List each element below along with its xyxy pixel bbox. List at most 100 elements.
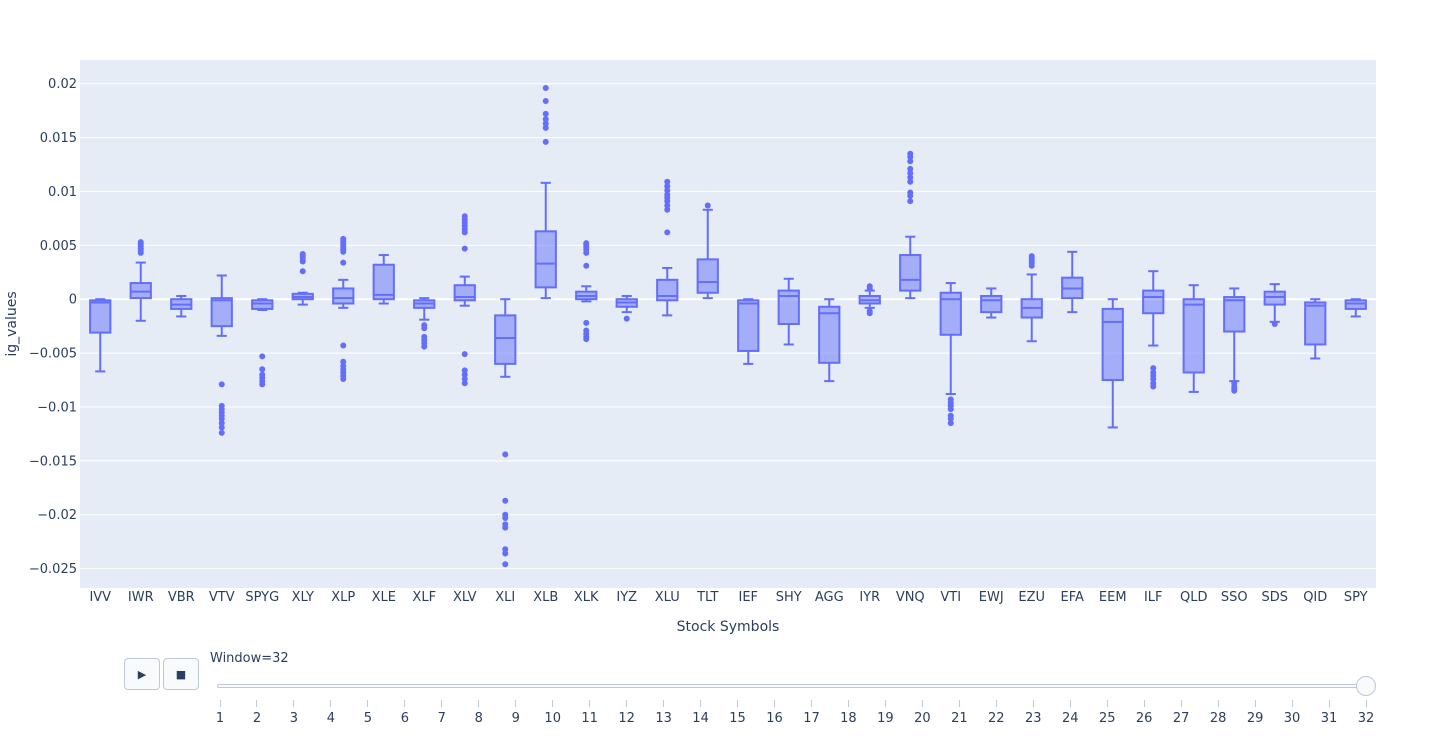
slider-step[interactable]: 9 [501,700,531,726]
outlier-point [583,319,590,326]
outlier-point [218,429,225,436]
iqr-box [210,297,233,328]
iqr-box [1304,301,1327,346]
outlier-point [340,358,347,365]
x-tick-label: VBR [168,590,195,605]
slider-step[interactable]: 8 [464,700,494,726]
slider-step[interactable]: 10 [538,700,568,726]
x-tick-label: IYR [859,590,880,605]
slider-step-tick [1217,700,1219,707]
y-tick-label: −0.025 [29,562,77,577]
x-tick-label: IEF [738,590,758,605]
iqr-box [1263,290,1286,306]
slider-step[interactable]: 24 [1055,700,1085,726]
slider-step[interactable]: 22 [981,700,1011,726]
slider-step[interactable]: 7 [427,700,457,726]
iqr-box [1182,298,1205,374]
iqr-box [129,282,152,300]
slider-step-tick [367,700,369,707]
box-sds [1263,283,1286,327]
iqr-box [1223,296,1246,333]
slider-step-label: 1 [215,711,225,726]
box-qid [1304,298,1327,360]
slider-step[interactable]: 25 [1092,700,1122,726]
box-xli [494,298,517,568]
box-vtv [210,274,233,436]
x-tick-label: XLP [331,590,355,605]
slider-step[interactable]: 21 [944,700,974,726]
box-xlf [413,297,436,350]
outlier-point [542,124,549,131]
outlier-point [907,189,914,196]
iqr-box [534,230,557,289]
slider-step[interactable]: 2 [242,700,272,726]
box-ewj [980,287,1003,319]
iqr-box [89,299,112,334]
x-tick-label: VNQ [896,590,925,605]
outlier-point [137,239,144,246]
slider-step[interactable]: 3 [279,700,309,726]
x-tick-label: ILF [1144,590,1163,605]
outlier-point [502,497,509,504]
outlier-point [218,381,225,388]
slider-step[interactable]: 17 [796,700,826,726]
outlier-point [1150,365,1157,372]
slider-step-tick [330,700,332,707]
slider-step[interactable]: 14 [686,700,716,726]
slider-step[interactable]: 23 [1018,700,1048,726]
slider-step[interactable]: 32 [1351,700,1381,726]
x-tick-label: SHY [776,590,802,605]
slider-step[interactable]: 29 [1240,700,1270,726]
slider-step[interactable]: 4 [316,700,346,726]
slider-step-tick [441,700,443,707]
slider-step[interactable]: 20 [907,700,937,726]
slider-step[interactable]: 18 [833,700,863,726]
slider-step[interactable]: 28 [1203,700,1233,726]
x-tick-label: EZU [1018,590,1045,605]
slider-step-label: 6 [400,711,409,726]
x-tick-label: IVV [89,590,111,605]
slider-step-tick [552,700,554,707]
slider-step-tick [847,700,849,707]
window-slider-track[interactable] [217,684,1367,688]
outlier-point [461,213,468,220]
slider-step[interactable]: 26 [1129,700,1159,726]
slider-step[interactable]: 31 [1314,700,1344,726]
x-tick-label: IYZ [616,590,637,605]
x-tick-label: XLY [292,590,314,605]
x-tick-label: QID [1303,590,1327,605]
slider-step-label: 11 [581,711,598,726]
x-tick-label: XLF [412,590,436,605]
outlier-point [421,325,428,332]
slider-step[interactable]: 27 [1166,700,1196,726]
outlier-point [704,202,711,209]
outlier-point [461,367,468,374]
slider-step[interactable]: 11 [575,700,605,726]
y-tick-label: 0.015 [40,131,77,146]
outlier-point [623,315,630,322]
slider-step[interactable]: 12 [612,700,642,726]
slider-step-label: 4 [326,711,336,726]
box-spyg [251,298,274,388]
slider-step-label: 20 [914,711,931,726]
outlier-point [583,262,590,269]
slider-step[interactable]: 19 [870,700,900,726]
slider-step[interactable]: 16 [760,700,790,726]
slider-step[interactable]: 13 [649,700,679,726]
box-iyr [858,283,881,317]
outlier-point [907,150,914,157]
y-axis-title: ig_values [4,291,20,356]
play-button[interactable]: ▶ [124,658,160,690]
stop-button[interactable]: ■ [163,658,199,690]
slider-step[interactable]: 15 [723,700,753,726]
slider-step[interactable]: 30 [1277,700,1307,726]
slider-step-tick [663,700,665,707]
slider-step[interactable]: 6 [390,700,420,726]
slider-step-tick [1328,700,1330,707]
outlier-point [218,424,225,431]
slider-step[interactable]: 1 [205,700,235,726]
slider-step-label: 8 [474,711,483,726]
slider-step[interactable]: 5 [353,700,383,726]
window-slider-handle[interactable] [1356,676,1376,696]
slider-step-tick [626,700,628,707]
